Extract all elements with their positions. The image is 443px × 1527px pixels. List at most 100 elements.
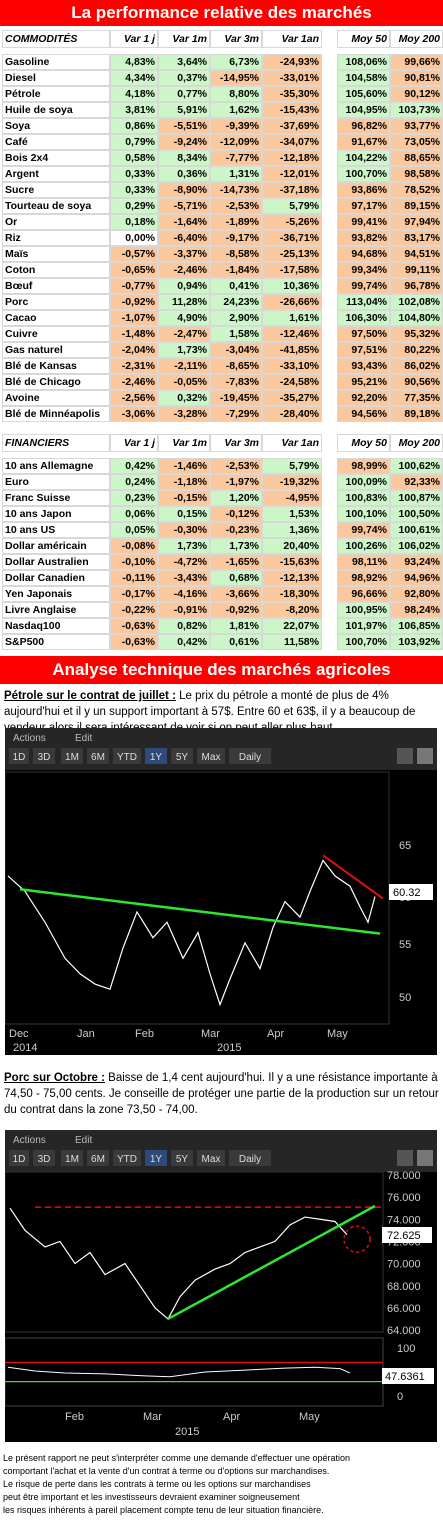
value-cell: -12,18% [262, 150, 322, 166]
value-cell: 77,35% [390, 390, 443, 406]
row-label: Bœuf [2, 278, 110, 294]
range-button[interactable] [229, 1150, 271, 1166]
y-tick-label: 68.000 [387, 1281, 421, 1293]
range-button[interactable] [113, 748, 141, 764]
row-label: Cacao [2, 310, 110, 326]
column-header: COMMODITÉS [2, 30, 110, 48]
row-label: Blé de Minnéapolis [2, 406, 110, 422]
y-tick-label: 64.000 [387, 1325, 421, 1337]
range-button-label: 6M [91, 752, 105, 763]
row-label: Diesel [2, 70, 110, 86]
value-cell: -0,15% [158, 490, 210, 506]
disclaimer-line: comportant l'achat et la vente d'un cont… [3, 1466, 330, 1476]
x-tick-label: Apr [267, 1028, 284, 1040]
value-cell: 0,18% [110, 214, 158, 230]
menu-item: Actions [13, 1135, 46, 1146]
value-cell: -1,48% [110, 326, 158, 342]
range-button-label: 3D [38, 752, 51, 763]
line [167, 1204, 376, 1321]
value-cell: -9,39% [210, 118, 262, 134]
value-cell: 1,58% [210, 326, 262, 342]
price-box [382, 1227, 432, 1243]
range-button[interactable] [61, 748, 83, 764]
row-label: Blé de Chicago [2, 374, 110, 390]
value-cell: 88,65% [390, 150, 443, 166]
value-cell: 1,81% [210, 618, 262, 634]
scroll-button [417, 1150, 433, 1166]
value-cell: 0,32% [158, 390, 210, 406]
range-button[interactable] [171, 748, 193, 764]
range-button[interactable] [33, 748, 55, 764]
value-cell: 93,82% [337, 230, 390, 246]
row-label: Blé de Kansas [2, 358, 110, 374]
row-label: Nasdaq100 [2, 618, 110, 634]
range-button-label: YTD [117, 1154, 137, 1165]
x-tick-label: May [299, 1411, 320, 1423]
range-button[interactable] [145, 1150, 167, 1166]
value-cell: -2,11% [158, 358, 210, 374]
value-cell: 5,91% [158, 102, 210, 118]
range-button[interactable] [9, 748, 29, 764]
value-cell: -4,72% [158, 554, 210, 570]
value-cell: 100,62% [390, 458, 443, 474]
value-cell: -33,10% [262, 358, 322, 374]
value-cell: 20,40% [262, 538, 322, 554]
value-cell: 100,70% [337, 634, 390, 650]
range-button[interactable] [197, 748, 225, 764]
column-header: Moy 200 [390, 434, 443, 452]
value-cell: -2,53% [210, 198, 262, 214]
value-cell: 1,73% [158, 538, 210, 554]
range-button[interactable] [113, 1150, 141, 1166]
value-cell: 98,58% [390, 166, 443, 182]
value-cell: 100,50% [390, 506, 443, 522]
column-header: Var 1an [262, 434, 322, 452]
value-cell: -4,95% [262, 490, 322, 506]
range-button[interactable] [9, 1150, 29, 1166]
value-cell: -1,18% [158, 474, 210, 490]
column-header: Var 1an [262, 30, 322, 48]
range-button[interactable] [197, 1150, 225, 1166]
y-tick-label: 78.000 [387, 1170, 421, 1182]
value-cell: -3,66% [210, 586, 262, 602]
value-cell: -37,18% [262, 182, 322, 198]
x-tick-label: Apr [223, 1411, 240, 1423]
line [19, 888, 381, 935]
column-header: Moy 50 [337, 30, 390, 48]
row-label: Yen Japonais [2, 586, 110, 602]
disclaimer-line: Le présent rapport ne peut s'interpréter… [3, 1453, 350, 1463]
range-button[interactable] [61, 1150, 83, 1166]
value-cell: 6,73% [210, 54, 262, 70]
range-button[interactable] [87, 748, 109, 764]
line [322, 854, 384, 900]
value-cell: -34,07% [262, 134, 322, 150]
value-cell: -9,17% [210, 230, 262, 246]
range-button[interactable] [87, 1150, 109, 1166]
line [7, 859, 376, 1007]
value-cell: -6,40% [158, 230, 210, 246]
range-button[interactable] [33, 1150, 55, 1166]
range-button-label: 1Y [150, 1154, 163, 1165]
value-cell: 93,24% [390, 554, 443, 570]
column-header: Var 1 j [110, 434, 158, 452]
value-cell: 102,08% [390, 294, 443, 310]
range-button[interactable] [171, 1150, 193, 1166]
range-button[interactable] [145, 748, 167, 764]
value-cell: -7,77% [210, 150, 262, 166]
value-cell: 100,26% [337, 538, 390, 554]
value-cell: 103,73% [390, 102, 443, 118]
value-cell: -17,58% [262, 262, 322, 278]
row-label: Huile de soya [2, 102, 110, 118]
range-button-label: Daily [239, 752, 261, 763]
year-label: 2015 [217, 1042, 241, 1054]
value-cell: 99,74% [337, 522, 390, 538]
value-cell: 113,04% [337, 294, 390, 310]
scroll-button [397, 1150, 413, 1166]
range-button[interactable] [229, 748, 271, 764]
range-button-label: Max [202, 1154, 221, 1165]
value-cell: 94,68% [337, 246, 390, 262]
section-title: Analyse technique des marchés agricoles [0, 656, 443, 684]
value-cell: 100,09% [337, 474, 390, 490]
value-cell: -0,12% [210, 506, 262, 522]
value-cell: -8,58% [210, 246, 262, 262]
